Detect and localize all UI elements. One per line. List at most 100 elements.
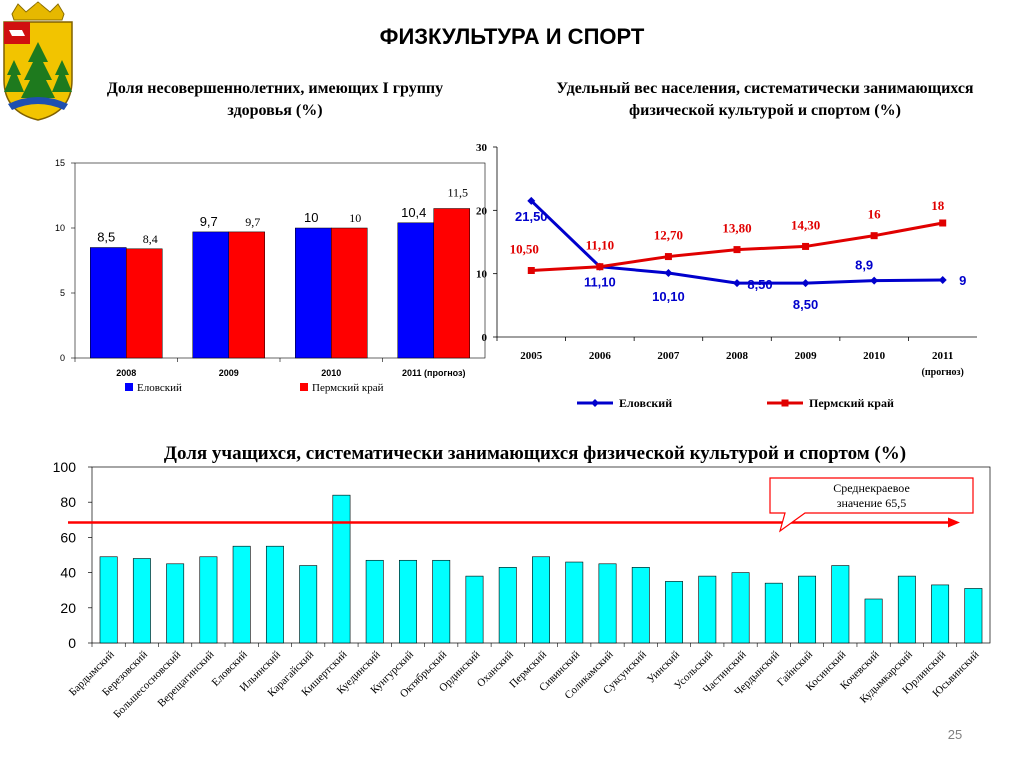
data-point [527, 267, 535, 274]
x-tick-label: 2008 [726, 350, 749, 362]
y-tick-label: 100 [53, 459, 77, 475]
fir-tree-icon [21, 42, 55, 98]
data-label: 10 [349, 211, 361, 225]
page-number: 25 [947, 727, 963, 742]
data-label: 8,4 [143, 232, 158, 246]
bar-elovsky [397, 222, 434, 359]
data-point [802, 242, 810, 250]
bar-elovsky [295, 227, 332, 359]
y-tick-label: 0 [60, 353, 65, 363]
legend-marker [591, 399, 599, 407]
data-point [801, 279, 810, 288]
data-point [733, 246, 741, 254]
data-label: 16 [868, 207, 882, 222]
y-tick-label: 40 [60, 565, 76, 581]
x-tick-label: 2006 [589, 350, 612, 362]
chart1-title: Доля несовершеннолетних, имеющих I групп… [106, 80, 444, 119]
bar-district [565, 561, 584, 644]
y-tick-label: 20 [60, 600, 76, 616]
bar-district [731, 572, 750, 644]
bar-district [199, 556, 218, 644]
bar-perm [331, 227, 368, 359]
students-sport-bar-chart: 020406080100БардымскийБерезовскийБольшес… [53, 459, 991, 721]
reference-callout-box [769, 477, 974, 533]
y-tick-label: 60 [60, 529, 76, 545]
bar-district [931, 584, 950, 644]
bar-district [432, 559, 451, 644]
legend-swatch [300, 383, 308, 391]
data-label: 9 [959, 273, 966, 288]
x-tick-note: (прогноз) [922, 367, 964, 378]
data-label: 9,7 [200, 214, 218, 229]
y-tick-label: 0 [482, 332, 488, 344]
chart3-title: Доля учащихся, систематически занимающих… [163, 443, 907, 464]
legend-label: Еловский [619, 396, 672, 410]
data-label: 10,50 [510, 242, 539, 257]
legend-label: Пермский край [312, 382, 384, 394]
x-tick-label: 2011 [932, 350, 953, 362]
bar-perm [433, 208, 470, 359]
data-label: 8,50 [747, 277, 772, 292]
bar-district [598, 563, 617, 644]
bar-district [498, 567, 517, 644]
x-tick-label: 2005 [520, 350, 543, 362]
legend-swatch [125, 383, 133, 391]
coat-of-arms-logo [3, 1, 73, 121]
data-label: 11,10 [584, 275, 616, 290]
x-tick-label: 2007 [657, 350, 680, 362]
data-point [733, 279, 741, 288]
bar-perm [228, 231, 265, 359]
data-point [664, 269, 673, 278]
data-label: 12,70 [654, 228, 683, 243]
data-point [938, 276, 947, 284]
bar-district [99, 556, 118, 644]
chart2-title: Удельный вес населения, систематически з… [556, 80, 974, 119]
bar-district [631, 567, 650, 644]
bar-district [798, 575, 817, 644]
y-tick-label: 20 [476, 205, 488, 217]
data-label: 18 [931, 198, 945, 213]
slide-title: ФИЗКУЛЬТУРА И СПОРТ [379, 24, 645, 49]
bar-district [232, 545, 251, 644]
bar-district [265, 545, 284, 644]
crown-icon [11, 1, 65, 21]
data-label: 10 [304, 210, 318, 225]
legend-marker [781, 399, 789, 407]
bar-elovsky [90, 247, 127, 359]
data-label: 14,30 [791, 217, 820, 232]
x-tick-label: 2009 [219, 368, 239, 378]
data-label: 21,50 [515, 209, 548, 224]
data-label: 8,50 [793, 297, 818, 312]
bar-perm [126, 248, 163, 359]
reference-callout-text: Среднекраевое [833, 481, 910, 495]
bar-district [897, 575, 916, 644]
data-point [527, 196, 536, 205]
bar-district [332, 494, 351, 644]
bar-district [166, 563, 185, 644]
bar-district [399, 559, 417, 644]
y-tick-label: 80 [60, 494, 76, 510]
data-label: 8,9 [855, 258, 873, 273]
data-point [664, 253, 672, 261]
data-label: 11,5 [447, 186, 468, 200]
bar-district [665, 581, 683, 644]
data-point [939, 219, 947, 227]
x-tick-label: 2010 [321, 368, 341, 378]
data-label: 11,10 [586, 238, 615, 253]
reference-arrowhead [948, 517, 960, 528]
data-label: 13,80 [722, 221, 751, 236]
data-point [596, 263, 604, 271]
y-tick-label: 0 [68, 635, 76, 651]
legend-label: Еловский [137, 382, 182, 394]
bar-district [465, 575, 484, 644]
legend-label: Пермский край [809, 396, 894, 410]
y-tick-label: 5 [60, 288, 65, 298]
data-label: 10,4 [401, 205, 426, 220]
sport-share-line-chart: 0 10 20 30 2005 2006 2007 2008 2009 2010 2011 (прог… [476, 142, 977, 410]
x-tick-label: 2008 [116, 368, 136, 378]
y-tick-label: 15 [55, 158, 65, 168]
bar-district [299, 565, 318, 644]
bar-district [864, 598, 883, 644]
bar-elovsky [192, 231, 229, 359]
